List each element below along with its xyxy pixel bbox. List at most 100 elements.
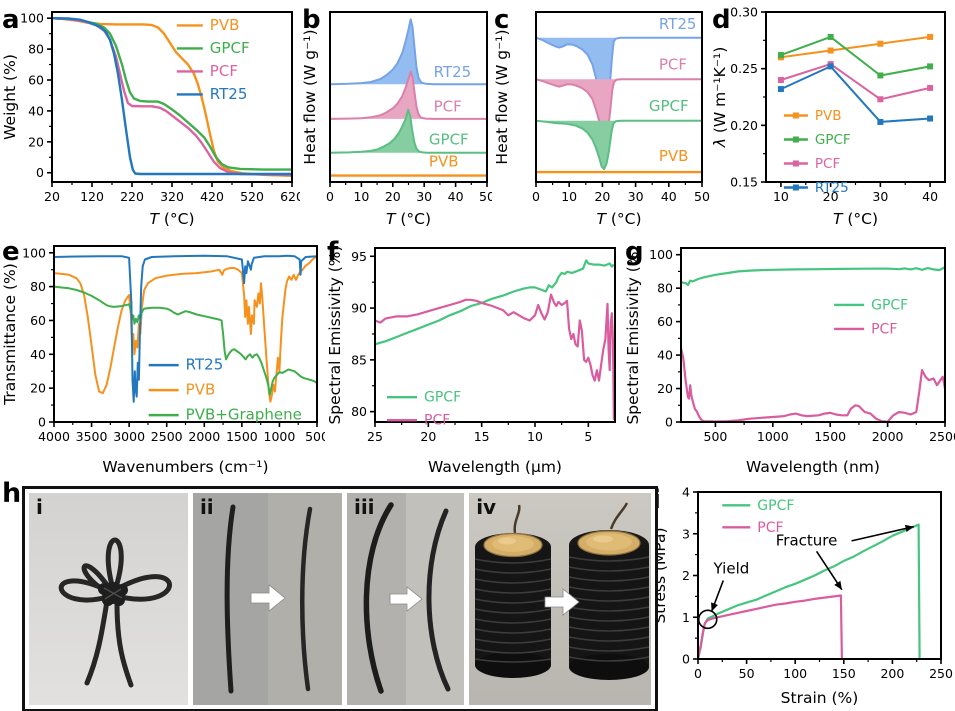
svg-text:2: 2 — [682, 568, 690, 583]
svg-text:λ (W m⁻¹K⁻¹): λ (W m⁻¹K⁻¹) — [711, 47, 729, 149]
svg-text:1500: 1500 — [814, 429, 846, 444]
svg-text:30: 30 — [872, 189, 888, 204]
svg-text:0.15: 0.15 — [730, 175, 758, 190]
svg-text:f: f — [327, 237, 339, 267]
fiber-after — [299, 506, 313, 692]
svg-text:PCF: PCF — [757, 520, 783, 536]
photo-after — [405, 493, 465, 705]
transform-arrow-icon — [388, 583, 424, 615]
spool-before — [475, 502, 650, 680]
svg-text:RT25: RT25 — [186, 356, 224, 374]
svg-text:40: 40 — [922, 189, 938, 204]
svg-text:60: 60 — [28, 73, 44, 88]
panel-f-ir-emissivity-chart: 25 20 15 10 5 80 85 90 95 Wavelength (μm) Spectral… — [326, 237, 616, 476]
svg-text:2000: 2000 — [872, 429, 904, 444]
svg-text:T (°C): T (°C) — [386, 210, 431, 228]
svg-text:Heat flow (W g⁻¹): Heat flow (W g⁻¹) — [301, 29, 319, 164]
svg-text:30: 30 — [628, 189, 644, 204]
svg-text:20: 20 — [28, 134, 44, 149]
svg-text:Transmittance (%): Transmittance (%) — [1, 263, 19, 406]
svg-text:40: 40 — [448, 189, 464, 204]
fiber-after — [426, 508, 451, 692]
photo-label: ii — [199, 495, 214, 519]
transform-arrow-icon — [543, 585, 581, 619]
svg-text:80: 80 — [30, 279, 46, 294]
panel-h-photos: h i — [0, 478, 658, 711]
svg-text:1000: 1000 — [264, 429, 296, 444]
panel-h-letter: h — [2, 478, 22, 509]
photo-bent-fiber: iii — [346, 493, 465, 705]
panel-b-dsc-heating-chart: RT25 PCF GPCF PVB 0 10 20 30 40 50 T (°C) Heat flow… — [301, 5, 492, 228]
photo-straight-fiber: ii — [192, 493, 342, 705]
svg-text:10: 10 — [527, 429, 543, 444]
svg-text:40: 40 — [30, 347, 46, 362]
svg-text:10: 10 — [561, 189, 577, 204]
svg-text:50: 50 — [479, 189, 492, 204]
svg-text:RT25: RT25 — [659, 15, 697, 33]
svg-text:GPCF: GPCF — [649, 97, 689, 115]
svg-text:PCF: PCF — [871, 321, 897, 337]
svg-text:PCF: PCF — [659, 55, 687, 73]
svg-text:T (°C): T (°C) — [833, 210, 878, 228]
svg-text:200: 200 — [880, 666, 904, 681]
svg-text:0: 0 — [38, 415, 46, 430]
svg-text:PVB: PVB — [429, 152, 459, 170]
svg-text:60: 60 — [30, 313, 46, 328]
svg-text:100: 100 — [22, 245, 46, 260]
svg-text:0: 0 — [694, 666, 702, 681]
svg-text:3500: 3500 — [76, 429, 108, 444]
svg-text:RT25: RT25 — [210, 85, 248, 103]
svg-text:0: 0 — [532, 189, 540, 204]
svg-text:RT25: RT25 — [434, 63, 472, 81]
svg-text:500: 500 — [305, 429, 325, 444]
svg-text:PVB: PVB — [186, 381, 216, 399]
svg-text:25: 25 — [367, 429, 383, 444]
svg-text:4000: 4000 — [38, 429, 70, 444]
photo-after — [267, 493, 342, 705]
svg-text:0.20: 0.20 — [730, 118, 758, 133]
svg-text:Strain (%): Strain (%) — [781, 689, 859, 707]
svg-text:3000: 3000 — [113, 429, 145, 444]
svg-text:0.30: 0.30 — [730, 5, 758, 20]
svg-text:320: 320 — [160, 189, 184, 204]
figure-row-2: 4000 3500 3000 2500 2000 1500 1000 500 0 20 40 60 80… — [0, 232, 955, 480]
svg-text:95: 95 — [351, 249, 367, 264]
svg-text:GPCF: GPCF — [757, 498, 794, 514]
svg-text:15: 15 — [474, 429, 490, 444]
svg-text:GPCF: GPCF — [815, 132, 851, 148]
transform-arrow-icon — [249, 581, 287, 615]
svg-text:40: 40 — [661, 189, 677, 204]
svg-text:20: 20 — [44, 189, 60, 204]
knot-illustration — [58, 537, 172, 688]
svg-text:GPCF: GPCF — [871, 297, 908, 313]
svg-text:150: 150 — [832, 666, 856, 681]
svg-text:20: 20 — [823, 189, 839, 204]
svg-text:620: 620 — [280, 189, 300, 204]
svg-text:a: a — [2, 5, 20, 35]
svg-text:e: e — [2, 237, 20, 267]
svg-text:0.25: 0.25 — [730, 61, 758, 76]
svg-text:10: 10 — [353, 189, 369, 204]
photo-label: iv — [476, 495, 497, 519]
svg-text:90: 90 — [351, 301, 367, 316]
svg-text:1: 1 — [682, 610, 690, 625]
svg-text:3: 3 — [682, 526, 690, 541]
svg-text:RT25: RT25 — [815, 180, 849, 196]
svg-text:PCF: PCF — [424, 413, 450, 429]
svg-text:220: 220 — [120, 189, 144, 204]
svg-text:T (°C): T (°C) — [149, 210, 194, 228]
svg-text:50: 50 — [694, 189, 710, 204]
svg-text:2500: 2500 — [929, 429, 955, 444]
svg-text:40: 40 — [657, 348, 673, 363]
photo-fiber-spools: iv — [469, 493, 651, 705]
svg-text:2500: 2500 — [151, 429, 183, 444]
svg-text:d: d — [712, 5, 731, 35]
svg-text:85: 85 — [351, 352, 367, 367]
svg-text:b: b — [302, 5, 321, 35]
svg-text:20: 20 — [420, 429, 436, 444]
svg-text:30: 30 — [416, 189, 432, 204]
svg-text:40: 40 — [28, 103, 44, 118]
svg-text:PVB: PVB — [815, 108, 842, 124]
svg-text:PVB: PVB — [210, 16, 240, 34]
